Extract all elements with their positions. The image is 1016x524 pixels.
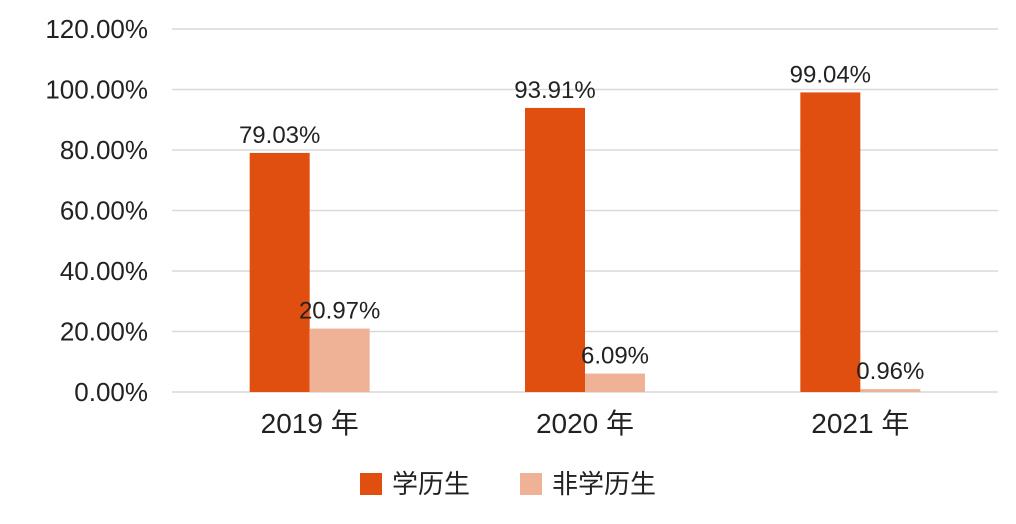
data-label: 79.03% [239,122,320,149]
legend-label: 非学历生 [552,469,656,499]
y-tick-label: 0.00% [74,377,148,407]
bar [309,328,370,392]
data-label: 6.09% [581,343,649,370]
y-axis-ticks: 0.00% 20.00% 40.00% 60.00% 80.00% 100.00% 120.… [45,14,148,407]
data-label: 99.04% [790,61,871,88]
x-category-label: 2020 年 [536,408,634,439]
y-tick-label: 100.00% [45,75,148,105]
x-category-label: 2019 年 [261,408,359,439]
legend: 学历生 非学历生 [360,469,656,499]
data-labels: 79.03% 20.97% 93.91% 6.09% 99.04% 0.96% [239,61,924,385]
bar [585,373,645,392]
data-label: 20.97% [299,298,380,325]
legend-swatch [360,473,382,495]
data-label: 93.91% [514,77,595,104]
bars [249,92,921,393]
y-tick-label: 80.00% [60,135,148,165]
y-tick-label: 40.00% [60,256,148,286]
bar [249,152,310,392]
data-label: 0.96% [856,358,924,385]
bar [860,389,921,392]
bar [525,107,585,393]
y-tick-label: 20.00% [60,317,148,347]
legend-swatch [520,473,542,495]
x-category-label: 2021 年 [811,408,909,439]
bar [800,92,861,393]
legend-label: 学历生 [392,469,470,499]
x-axis-categories: 2019 年 2020 年 2021 年 [261,408,910,439]
y-tick-label: 60.00% [60,196,148,226]
y-tick-label: 120.00% [45,14,148,44]
